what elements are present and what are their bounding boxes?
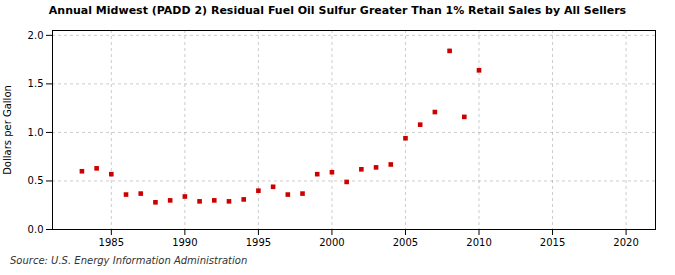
svg-text:2015: 2015 (540, 236, 565, 247)
svg-text:2000: 2000 (319, 236, 344, 247)
svg-text:0.5: 0.5 (28, 175, 44, 186)
html-text:Annual Midwest (PADD 2) Residu: Annual Midwest (PADD 2) Residual Fuel Oi… (48, 4, 627, 17)
svg-text:2.0: 2.0 (28, 29, 44, 40)
svg-text:1.0: 1.0 (28, 126, 44, 137)
svg-text:0.0: 0.0 (28, 223, 44, 234)
svg-text:1985: 1985 (99, 236, 124, 247)
svg-text:1995: 1995 (246, 236, 271, 247)
svg-text:2010: 2010 (466, 236, 491, 247)
svg-text:1.5: 1.5 (28, 78, 44, 89)
svg-text:2020: 2020 (613, 236, 638, 247)
svg-text:2005: 2005 (393, 236, 418, 247)
svg-text:Dollars per Gallon: Dollars per Gallon (2, 85, 13, 175)
html-text:Source: U.S. Energy Informatio: Source: U.S. Energy Information Administ… (10, 254, 248, 266)
svg-text:1990: 1990 (172, 236, 197, 247)
